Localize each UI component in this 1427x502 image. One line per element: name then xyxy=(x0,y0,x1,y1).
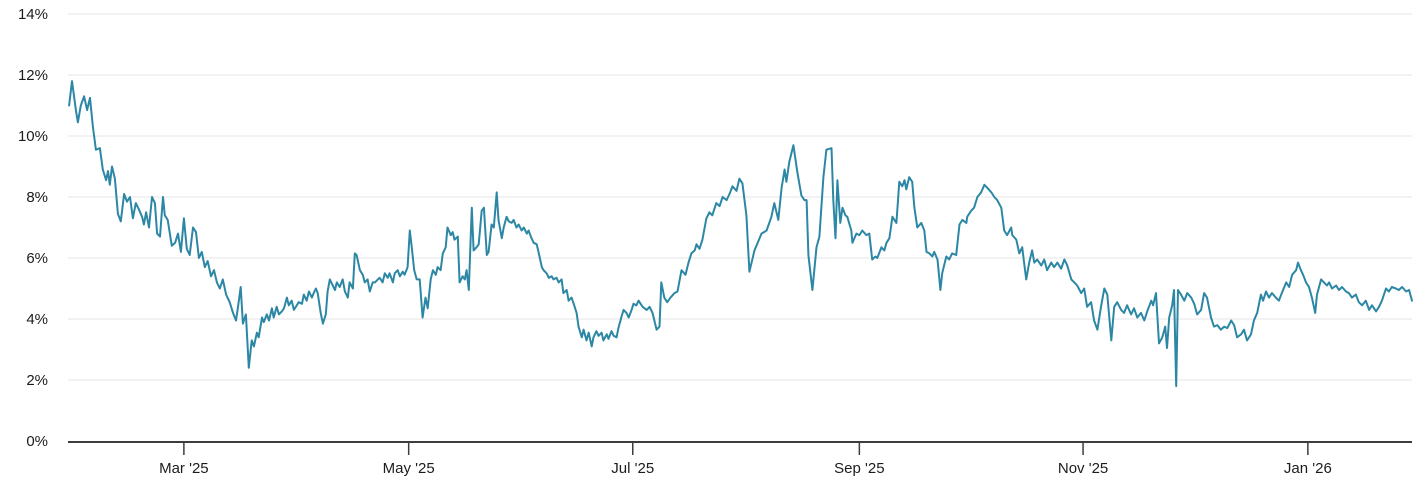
x-axis-tick-label: Sep '25 xyxy=(834,460,884,477)
x-axis-tick-label: Mar '25 xyxy=(159,460,209,477)
y-axis-tick-label: 8% xyxy=(26,189,48,206)
y-axis-tick-label: 12% xyxy=(18,67,48,84)
y-axis-tick-label: 6% xyxy=(26,250,48,267)
y-axis-tick-label: 0% xyxy=(26,433,48,450)
y-axis-tick-label: 10% xyxy=(18,128,48,145)
y-axis-tick-label: 4% xyxy=(26,311,48,328)
series-line xyxy=(68,80,1413,388)
x-axis-tick-label: Nov '25 xyxy=(1058,460,1108,477)
x-axis-tick-label: Jan '26 xyxy=(1284,460,1332,477)
y-axis-tick-label: 2% xyxy=(26,372,48,389)
x-axis-tick-label: Jul '25 xyxy=(611,460,654,477)
y-axis-tick-label: 14% xyxy=(18,6,48,23)
x-axis-tick-label: May '25 xyxy=(383,460,435,477)
